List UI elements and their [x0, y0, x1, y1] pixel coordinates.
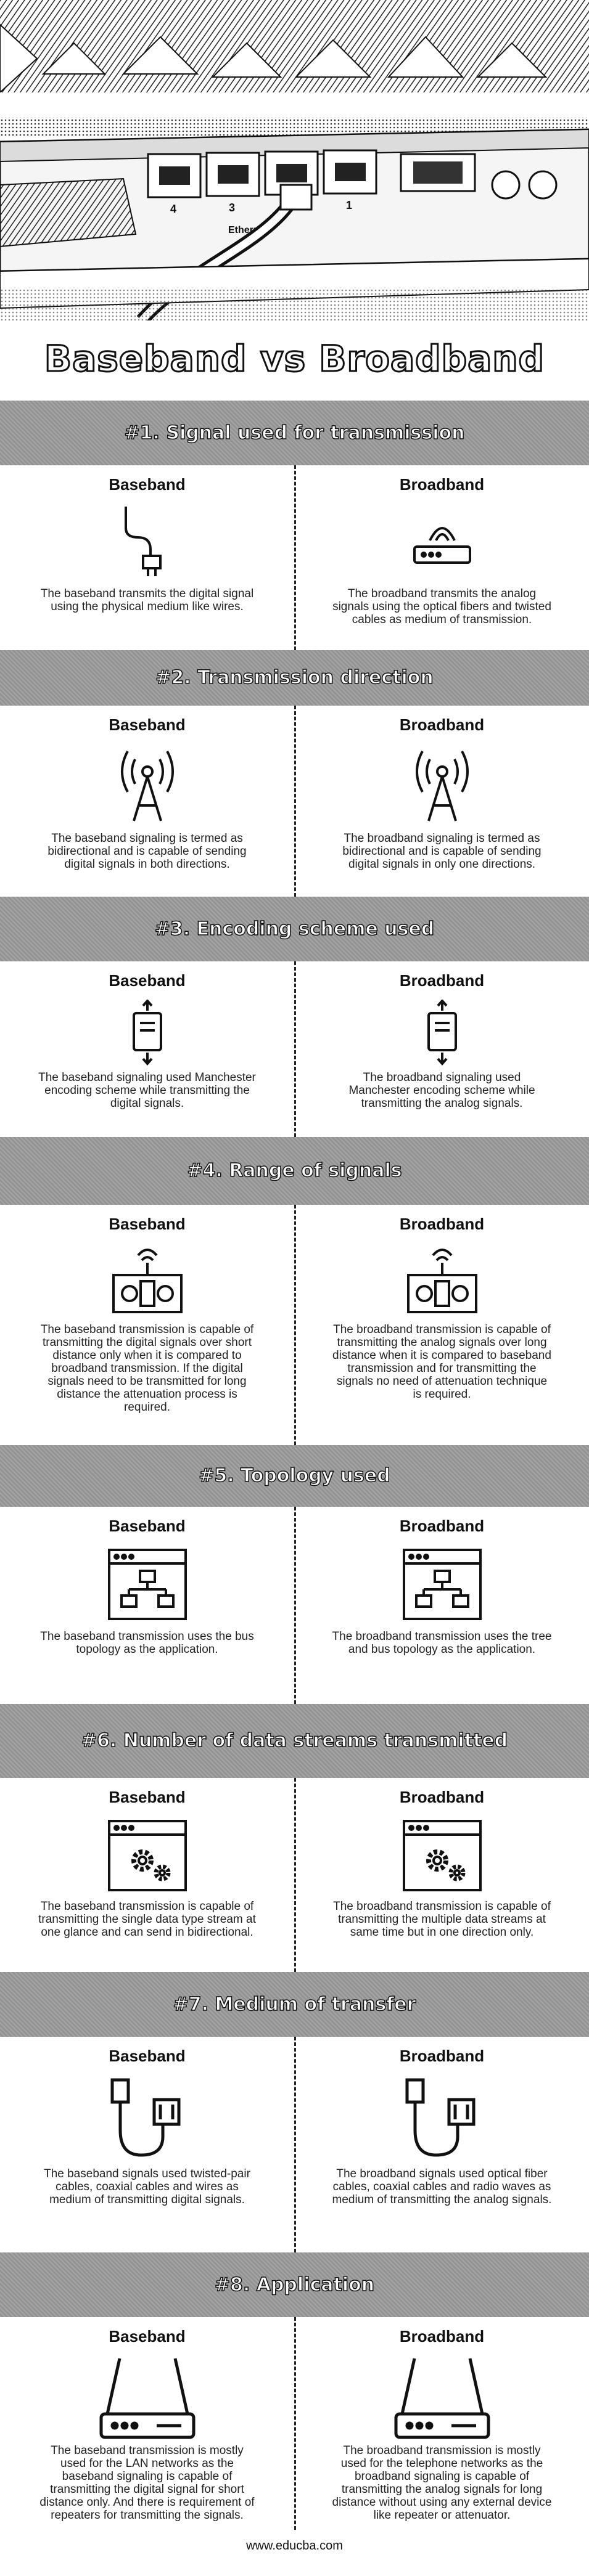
column-title-broadband: Broadband — [399, 971, 485, 990]
section-body-3: Baseband The baseband signaling used Man… — [0, 961, 589, 1137]
section-heading-8: #8. Application — [0, 2252, 589, 2317]
baseband-description: The baseband transmission is mostly used… — [39, 2444, 255, 2522]
baseband-description: The baseband signaling is termed as bidi… — [47, 832, 247, 871]
broadband-description: The broadband transmission is mostly use… — [332, 2444, 552, 2522]
transmitter-icon — [107, 1243, 187, 1326]
section-body-2: Baseband The baseband signaling is terme… — [0, 706, 589, 897]
broadband-column: Broadband The broadband transmission use… — [295, 1507, 589, 1704]
broadband-description: The broadband transmission is capable of… — [333, 1900, 551, 1939]
section-body-5: Baseband The baseband transmission uses … — [0, 1507, 589, 1704]
encoder-device-icon — [123, 998, 172, 1070]
port-label-1: 1 — [346, 199, 352, 211]
section-heading-1: #1. Signal used for transmission — [0, 401, 589, 465]
column-title-baseband: Baseband — [109, 1215, 186, 1233]
broadband-description: The broadband signals used optical fiber… — [332, 2167, 552, 2206]
section-body-7: Baseband The baseband signals used twist… — [0, 2037, 589, 2252]
column-title-broadband: Broadband — [399, 1517, 485, 1535]
baseband-column: Baseband The baseband signaling used Man… — [0, 961, 294, 1137]
section-body-1: Baseband The baseband transmits the digi… — [0, 465, 589, 650]
port-label-4: 4 — [170, 203, 176, 215]
transmitter-icon — [402, 1243, 482, 1326]
baseband-column: Baseband The baseband signaling is terme… — [0, 706, 294, 897]
baseband-description: The baseband transmission is capable of … — [40, 1323, 254, 1414]
baseband-description: The baseband signaling used Manchester e… — [38, 1071, 256, 1110]
baseband-column: Baseband The baseband transmission is ca… — [0, 1778, 294, 1972]
network-topology-icon — [104, 1545, 191, 1628]
plug-icon — [113, 503, 181, 580]
section-heading-3: #3. Encoding scheme used — [0, 897, 589, 961]
baseband-column: Baseband The baseband transmission is ca… — [0, 1205, 294, 1445]
section-body-8: Baseband The baseband transmission is mo… — [0, 2317, 589, 2530]
column-title-broadband: Broadband — [399, 1215, 485, 1233]
column-title-broadband: Broadband — [399, 715, 485, 734]
broadband-description: The broadband transmission is capable of… — [332, 1323, 551, 1401]
column-title-broadband: Broadband — [399, 1788, 485, 1806]
baseband-column: Baseband The baseband transmission uses … — [0, 1507, 294, 1704]
column-divider — [294, 706, 296, 897]
column-title-baseband: Baseband — [109, 1788, 186, 1806]
broadband-column: Broadband The broadband transmission is … — [295, 1205, 589, 1445]
broadband-description: The broadband transmits the analog signa… — [332, 587, 551, 626]
column-title-broadband: Broadband — [399, 475, 485, 494]
column-title-baseband: Baseband — [109, 475, 186, 494]
column-divider — [294, 2037, 296, 2252]
broadband-column: Broadband The broadband signaling used M… — [295, 961, 589, 1137]
baseband-column: Baseband The baseband transmits the digi… — [0, 465, 294, 650]
footer-url: www.educba.com — [246, 2539, 343, 2553]
baseband-column: Baseband The baseband transmission is mo… — [0, 2317, 294, 2530]
column-divider — [294, 961, 296, 1137]
broadband-description: The broadband transmission uses the tree… — [332, 1630, 552, 1656]
baseband-description: The baseband transmission uses the bus t… — [40, 1630, 254, 1656]
column-title-broadband: Broadband — [399, 2327, 485, 2346]
router-icon — [390, 2355, 495, 2444]
network-topology-icon — [399, 1545, 485, 1628]
encoder-device-icon — [418, 998, 467, 1070]
column-divider — [294, 2317, 296, 2530]
section-heading-5: #5. Topology used — [0, 1445, 589, 1507]
broadband-description: The broadband signaling is termed as bid… — [342, 832, 542, 871]
column-title-baseband: Baseband — [109, 715, 186, 734]
broadband-column: Broadband The broadband transmits the an… — [295, 465, 589, 650]
section-heading-6: #6. Number of data streams transmitted — [0, 1704, 589, 1778]
page-title: Baseband vs Broadband — [43, 337, 545, 381]
broadband-column: Broadband The broadband signals used opt… — [295, 2037, 589, 2252]
modem-icon — [405, 503, 479, 580]
antenna-tower-icon — [110, 744, 184, 826]
broadband-column: Broadband The broadband transmission is … — [295, 2317, 589, 2530]
column-title-baseband: Baseband — [109, 2047, 186, 2065]
antenna-tower-icon — [405, 744, 479, 826]
broadband-column: Broadband The broadband transmission is … — [295, 1778, 589, 1972]
cable-icon — [396, 2075, 488, 2170]
broadband-description: The broadband signaling used Manchester … — [348, 1071, 535, 1110]
window-gears-icon — [399, 1816, 485, 1899]
router-icon — [95, 2355, 200, 2444]
section-body-6: Baseband The baseband transmission is ca… — [0, 1778, 589, 1972]
section-heading-2: #2. Transmission direction — [0, 650, 589, 706]
baseband-column: Baseband The baseband signals used twist… — [0, 2037, 294, 2252]
column-title-baseband: Baseband — [109, 2327, 186, 2346]
cable-icon — [101, 2075, 194, 2170]
broadband-column: Broadband The broadband signaling is ter… — [295, 706, 589, 897]
section-heading-4: #4. Range of signals — [0, 1137, 589, 1205]
baseband-description: The baseband transmission is capable of … — [38, 1900, 256, 1939]
column-title-broadband: Broadband — [399, 2047, 485, 2065]
window-gears-icon — [104, 1816, 191, 1899]
hero-image: 4 3 2 1 Ethernet — [0, 0, 589, 320]
column-title-baseband: Baseband — [109, 971, 186, 990]
column-divider — [294, 1778, 296, 1972]
baseband-description: The baseband transmits the digital signa… — [40, 587, 254, 613]
column-divider — [294, 1507, 296, 1704]
column-title-baseband: Baseband — [109, 1517, 186, 1535]
baseband-description: The baseband signals used twisted-pair c… — [44, 2167, 250, 2206]
column-divider — [294, 465, 296, 650]
section-heading-7: #7. Medium of transfer — [0, 1972, 589, 2037]
section-body-4: Baseband The baseband transmission is ca… — [0, 1205, 589, 1445]
column-divider — [294, 1205, 296, 1445]
port-label-3: 3 — [229, 202, 235, 214]
